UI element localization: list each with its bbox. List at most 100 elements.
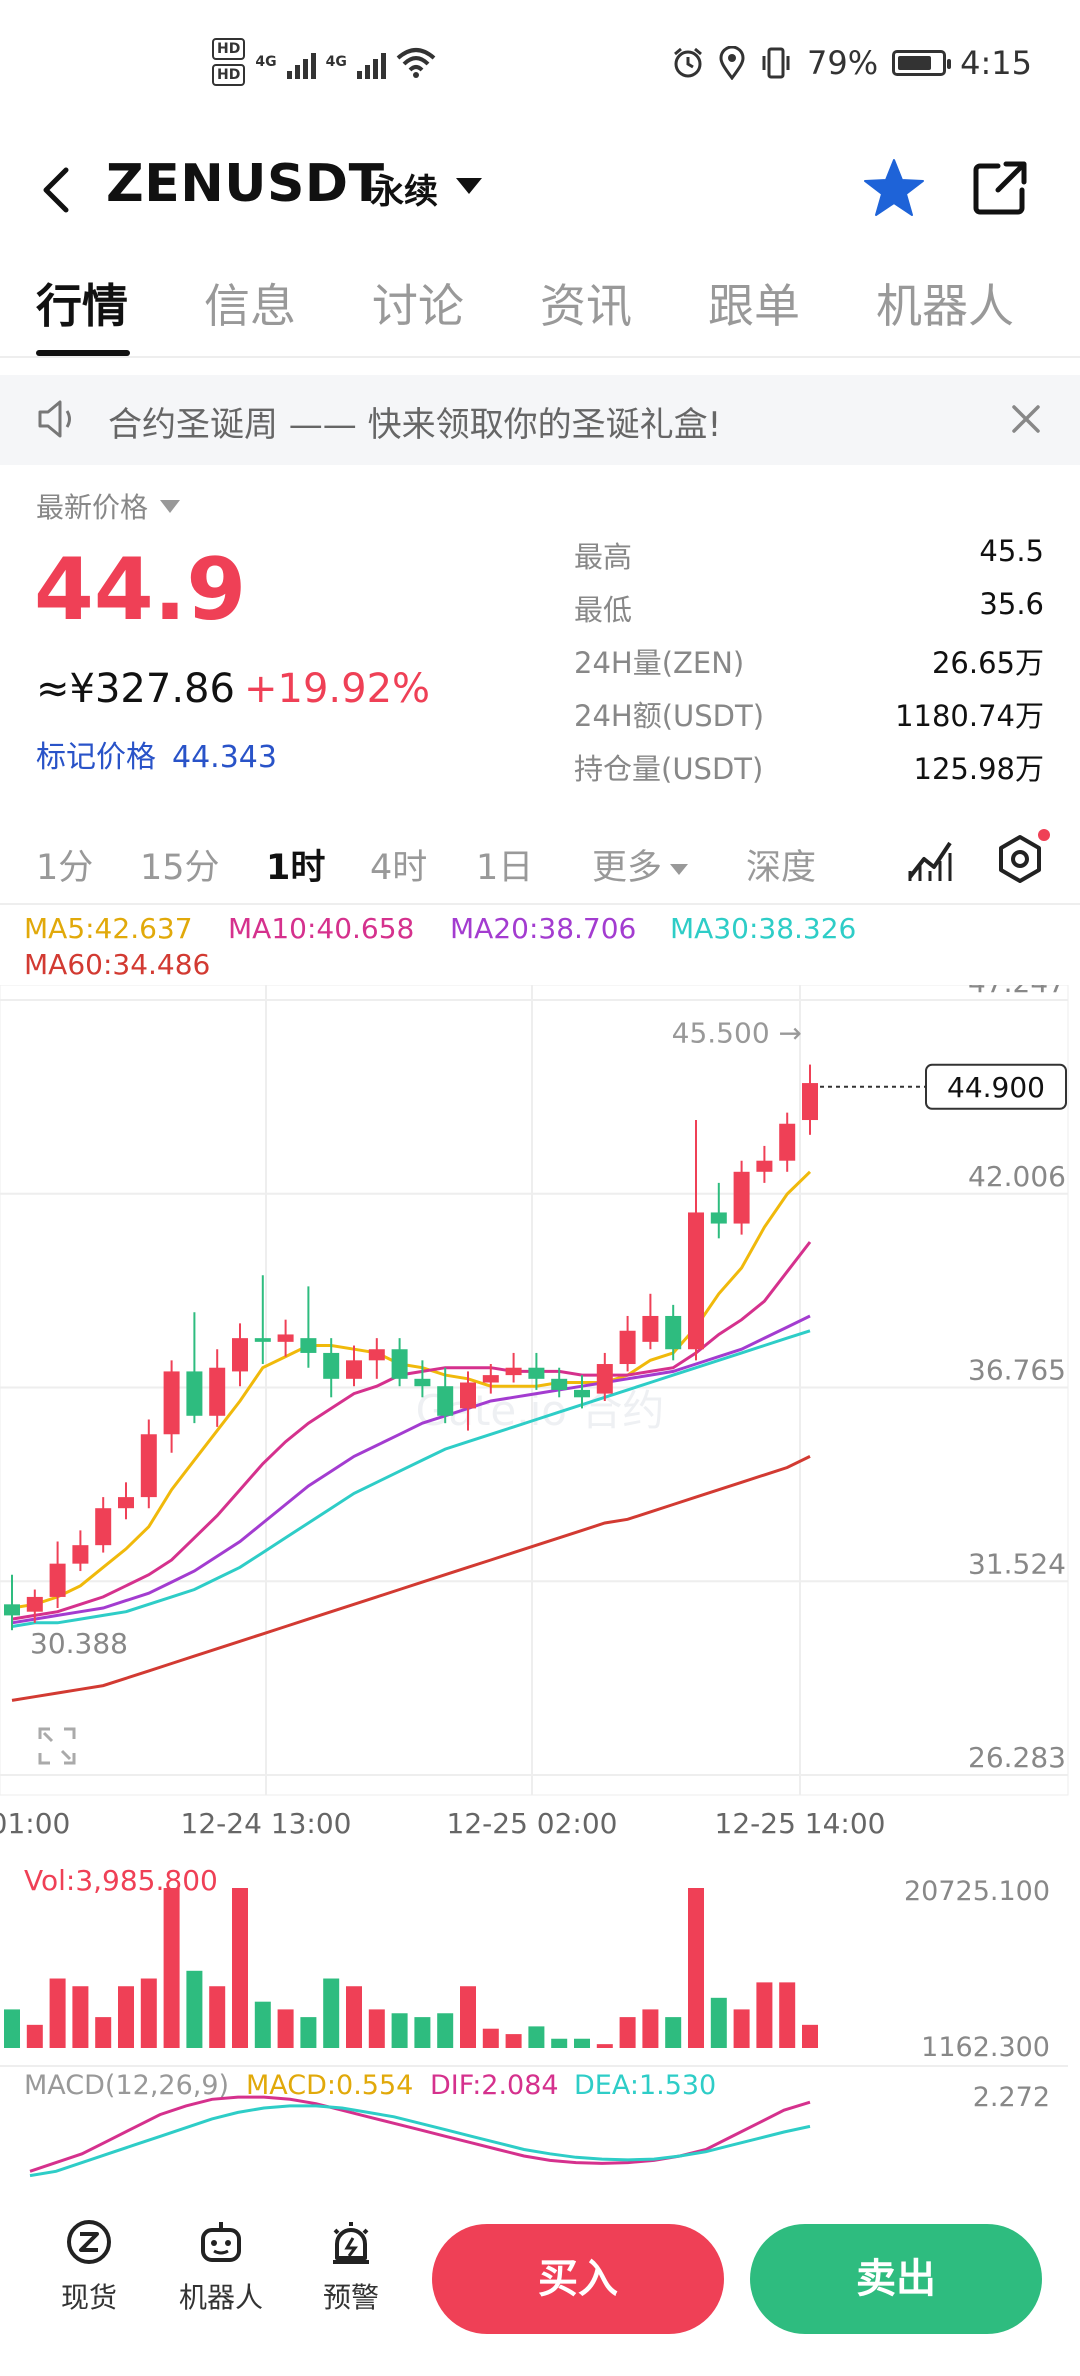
mark-price-value: 44.343 — [172, 740, 277, 775]
interval-4h[interactable]: 4时 — [370, 848, 428, 888]
candle — [460, 1382, 476, 1409]
interval-selector: 1分 15分 1时 4时 1日 更多 深度 — [0, 825, 1080, 905]
volume-bar — [163, 1888, 180, 2048]
volume-bar — [574, 2038, 590, 2048]
ma60-line — [11, 1455, 811, 1702]
x-tick-label: 01:00 — [0, 1807, 70, 1840]
alarm-icon — [674, 47, 702, 78]
volume-bar — [277, 2009, 294, 2048]
tab-discussion[interactable]: 讨论 — [372, 279, 464, 333]
buy-button[interactable]: 买入 — [432, 2224, 724, 2334]
tab-copy-trade[interactable]: 跟单 — [708, 279, 800, 333]
y-tick-label: 42.006 — [968, 1160, 1066, 1193]
volume-bar — [528, 2026, 545, 2048]
contract-type[interactable]: 永续 — [370, 172, 438, 212]
star-favorite-icon[interactable] — [862, 156, 926, 220]
stat-24h-turnover: 24H额(USDT) 1180.74万 — [574, 693, 1044, 746]
price-cny: ≈¥327.86 — [36, 666, 235, 712]
volume-bar — [460, 1986, 476, 2048]
tab-market[interactable]: 行情 — [36, 279, 128, 333]
candle — [72, 1545, 89, 1564]
interval-1m[interactable]: 1分 — [36, 848, 94, 888]
candle — [596, 1364, 613, 1394]
stat-value: 26.65万 — [931, 646, 1044, 680]
active-tab-indicator — [36, 350, 130, 356]
back-arrow-icon[interactable] — [28, 160, 88, 220]
notice-banner[interactable]: 合约圣诞周 —— 快来领取你的圣诞礼盒! — [0, 375, 1080, 465]
fullscreen-icon[interactable] — [38, 1727, 76, 1765]
interval-more[interactable]: 更多 — [592, 839, 689, 890]
network-indicators: HD HD 4G 4G — [212, 38, 436, 86]
settings-icon[interactable] — [994, 833, 1046, 885]
candle — [368, 1349, 385, 1361]
volume-label: Vol:3,985.800 — [24, 1864, 218, 1897]
candle — [300, 1338, 317, 1353]
interval-15m[interactable]: 15分 — [140, 848, 220, 888]
symbol-title[interactable]: ZENUSDT — [106, 154, 385, 214]
interval-1d[interactable]: 1日 — [476, 848, 534, 888]
volume-bar — [733, 2009, 750, 2048]
macd-max-label: 2.272 — [973, 2082, 1050, 2113]
system-indicators: 79% 4:15 — [671, 44, 1032, 82]
candle — [802, 1083, 818, 1121]
volume-bar — [4, 2009, 20, 2048]
interval-1h[interactable]: 1时 — [266, 848, 326, 888]
volume-bar — [140, 1978, 157, 2048]
alert-button[interactable]: 预警 — [296, 2218, 406, 2316]
volume-bar — [710, 1997, 727, 2048]
caret-down-icon[interactable] — [456, 178, 482, 194]
notification-dot — [1038, 829, 1050, 841]
candle — [118, 1497, 134, 1509]
network-type-2: 4G — [325, 54, 347, 70]
candle — [346, 1360, 362, 1379]
spot-button[interactable]: 现货 — [34, 2218, 144, 2316]
candle — [140, 1434, 157, 1498]
close-icon[interactable] — [1004, 397, 1048, 441]
mark-price-label: 标记价格 — [36, 740, 156, 775]
sell-button[interactable]: 卖出 — [750, 2224, 1042, 2334]
last-price-label[interactable]: 最新价格 — [36, 486, 181, 526]
stat-label: 24H量(ZEN) — [574, 646, 745, 680]
tab-info[interactable]: 信息 — [204, 279, 296, 333]
volume-bar — [118, 1986, 134, 2048]
current-price-tag — [925, 1063, 1067, 1110]
low-marker: 30.388 — [30, 1627, 128, 1660]
notice-text[interactable]: 合约圣诞周 —— 快来领取你的圣诞礼盒! — [108, 405, 722, 445]
candle — [4, 1604, 20, 1616]
battery-icon — [892, 50, 952, 76]
candle — [209, 1367, 226, 1416]
location-icon — [719, 46, 745, 80]
stat-open-interest: 持仓量(USDT) 125.98万 — [574, 746, 1044, 799]
candle — [277, 1334, 294, 1342]
candle — [49, 1563, 66, 1597]
tab-news[interactable]: 资讯 — [540, 279, 632, 333]
volume-bar — [665, 2017, 682, 2048]
ma10-label: MA10:40.658 — [228, 912, 415, 945]
volume-bar — [232, 1888, 248, 2048]
tab-bots[interactable]: 机器人 — [876, 279, 1014, 333]
candle — [26, 1596, 43, 1612]
interval-more-label: 更多 — [592, 848, 663, 888]
signal-icon-2 — [356, 45, 386, 79]
candle — [505, 1367, 522, 1376]
status-bar: HD HD 4G 4G 79% 4:15 — [0, 0, 1080, 130]
indicator-icon[interactable] — [904, 833, 956, 885]
volume-bar — [756, 1982, 773, 2048]
dif-value: DIF:2.084 — [430, 2070, 559, 2101]
volume-bar — [391, 2013, 408, 2048]
candle — [688, 1212, 704, 1350]
share-icon[interactable] — [968, 156, 1032, 220]
triangle-down-icon — [160, 499, 181, 513]
bot-button[interactable]: 机器人 — [166, 2218, 276, 2316]
candlestick-chart[interactable]: Gate.io 合约 47.24742.00636.76531.52426.28… — [0, 985, 1080, 1845]
bottom-action-bar: 现货 机器人 预警 买入 卖出 — [0, 2180, 1080, 2376]
bot-label: 机器人 — [178, 2281, 263, 2314]
last-price: 44.9 — [34, 540, 247, 640]
speaker-icon — [38, 400, 71, 438]
hd-badges: HD HD — [212, 38, 246, 86]
candle — [95, 1508, 112, 1546]
alarm-bell-icon — [333, 2222, 369, 2264]
depth-tab[interactable]: 深度 — [746, 848, 817, 888]
market-stats: 最高 45.5 最低 35.6 24H量(ZEN) 26.65万 24H额(USDT)… — [574, 534, 1044, 799]
volume-bar — [368, 2009, 385, 2048]
